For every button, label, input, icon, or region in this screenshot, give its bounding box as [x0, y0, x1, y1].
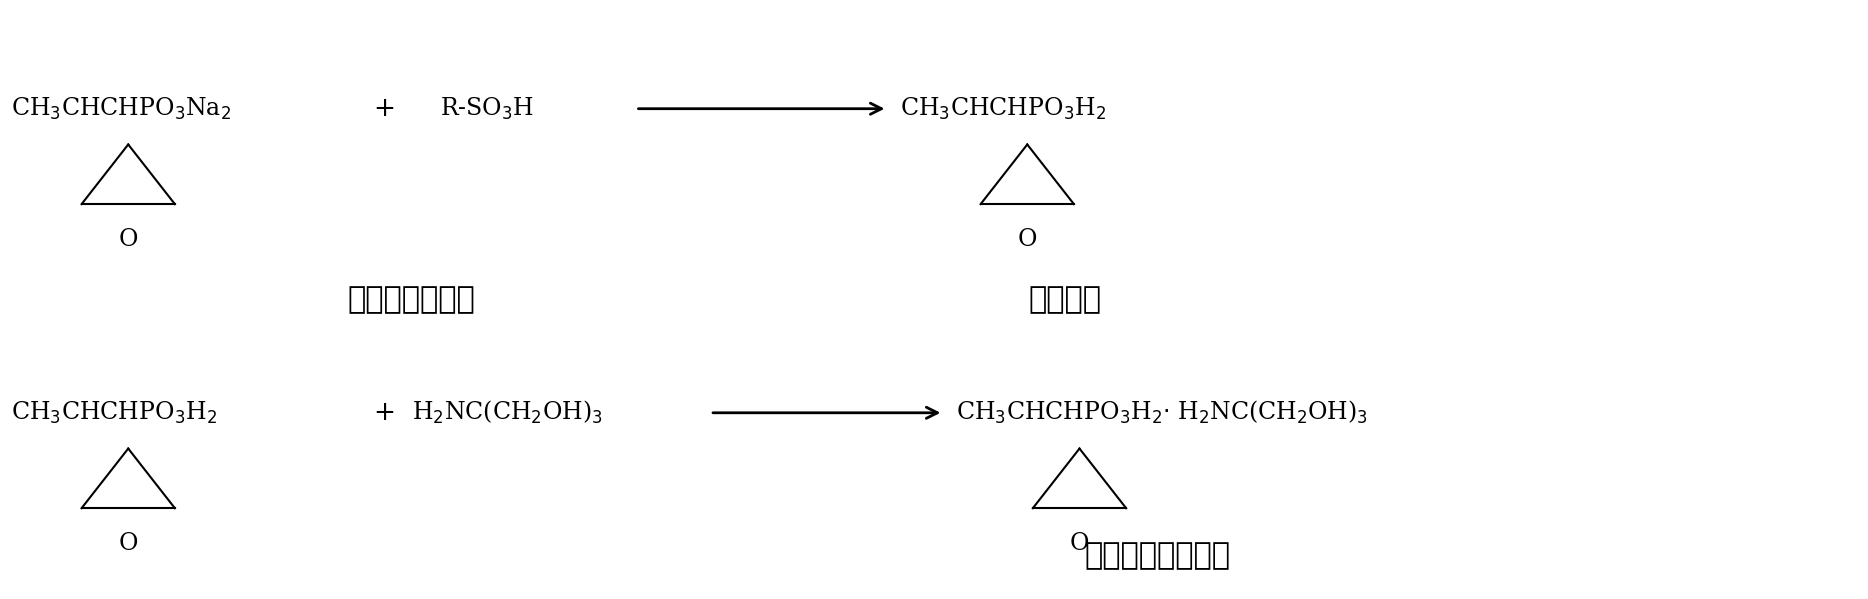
Text: $+$: $+$ — [374, 96, 394, 121]
Text: CH$_3$CHCHPO$_3$Na$_2$: CH$_3$CHCHPO$_3$Na$_2$ — [11, 96, 232, 122]
Text: CH$_3$CHCHPO$_3$H$_2$: CH$_3$CHCHPO$_3$H$_2$ — [900, 96, 1106, 122]
Text: O: O — [1070, 532, 1089, 555]
Text: CH$_3$CHCHPO$_3$H$_2$: CH$_3$CHCHPO$_3$H$_2$ — [11, 400, 217, 426]
Text: $+$: $+$ — [374, 400, 394, 425]
Text: 磷霊素酸: 磷霊素酸 — [1027, 285, 1100, 314]
Text: O: O — [118, 228, 138, 251]
Text: H$_2$NC(CH$_2$OH)$_3$: H$_2$NC(CH$_2$OH)$_3$ — [411, 399, 603, 426]
Text: 阳离子交换树脂: 阳离子交换树脂 — [347, 285, 476, 314]
Text: 磷霊素单氨丁三醇: 磷霊素单氨丁三醇 — [1085, 541, 1231, 570]
Text: CH$_3$CHCHPO$_3$H$_2$$\cdot$ H$_2$NC(CH$_2$OH)$_3$: CH$_3$CHCHPO$_3$H$_2$$\cdot$ H$_2$NC(CH$… — [956, 399, 1369, 426]
Text: O: O — [1018, 228, 1037, 251]
Text: R-SO$_3$H: R-SO$_3$H — [439, 96, 534, 122]
Text: O: O — [118, 532, 138, 555]
